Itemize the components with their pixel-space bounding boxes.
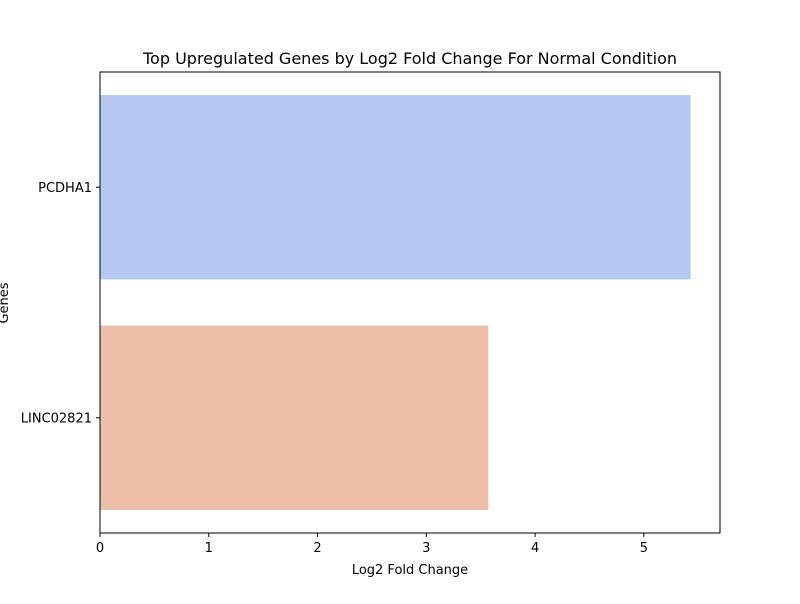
x-tick-label: 4	[531, 541, 539, 556]
y-tick-label: PCDHA1	[38, 181, 92, 196]
x-tick-label: 3	[422, 541, 430, 556]
x-tick-label: 1	[205, 541, 213, 556]
bar-pcdha1	[100, 95, 691, 280]
axes-layer: PCDHA1 LINC02821 0 1 2 3 4 5	[21, 71, 721, 556]
bars-layer	[100, 95, 691, 510]
x-tick-label: 2	[313, 541, 321, 556]
plot-frame	[99, 71, 721, 534]
bar-linc02821	[100, 325, 489, 510]
x-axis-label: Log2 Fold Change	[352, 563, 468, 578]
x-tick-label: 5	[640, 541, 648, 556]
x-tick-label: 0	[96, 541, 104, 556]
y-axis-label: Genes	[0, 282, 12, 323]
y-tick-label: LINC02821	[21, 411, 92, 426]
chart-title: Top Upregulated Genes by Log2 Fold Chang…	[142, 49, 677, 68]
